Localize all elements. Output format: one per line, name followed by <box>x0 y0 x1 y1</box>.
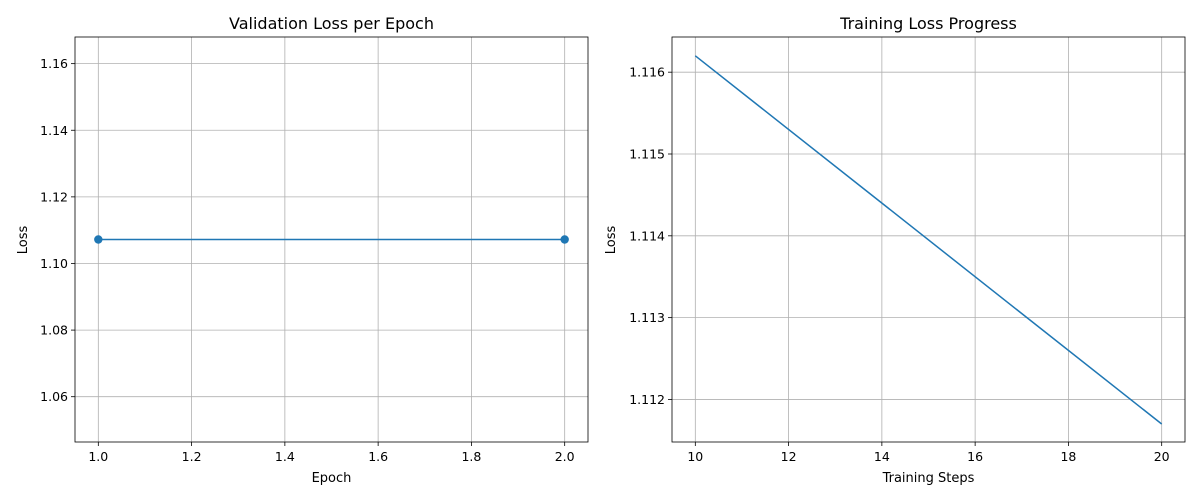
validation-loss-chart: Validation Loss per Epoch Epoch Loss 1.0… <box>16 14 589 486</box>
y-tick-label: 1.114 <box>629 228 665 243</box>
x-tick-label: 1.2 <box>182 449 202 464</box>
data-point <box>94 235 103 244</box>
x-axis-label: Training Steps <box>882 471 975 486</box>
x-tick-label: 1.6 <box>368 449 388 464</box>
y-axis-label: Loss <box>604 226 619 255</box>
y-tick-label: 1.12 <box>40 189 68 204</box>
training-loss-chart: Training Loss Progress Training Steps Lo… <box>604 14 1186 486</box>
chart-title: Validation Loss per Epoch <box>229 14 434 33</box>
y-axis-label: Loss <box>16 226 31 255</box>
plot-frame <box>74 36 589 443</box>
x-tick-label: 1.8 <box>461 449 481 464</box>
chart-title: Training Loss Progress <box>839 14 1017 33</box>
x-tick-label: 12 <box>781 449 797 464</box>
y-tick-label: 1.112 <box>629 392 665 407</box>
x-tick-label: 10 <box>687 449 703 464</box>
y-tick-label: 1.10 <box>40 256 68 271</box>
x-tick-label: 1.4 <box>275 449 295 464</box>
y-tick-label: 1.08 <box>40 323 68 338</box>
series-line <box>694 55 1163 425</box>
grid <box>672 37 1185 442</box>
data-point <box>560 235 569 244</box>
x-tick-label: 14 <box>874 449 890 464</box>
plot-frame <box>671 36 1186 443</box>
x-tick-label: 16 <box>967 449 983 464</box>
x-tick-label: 18 <box>1060 449 1076 464</box>
y-tick-label: 1.06 <box>40 389 68 404</box>
y-tick-label: 1.14 <box>40 123 68 138</box>
x-tick-label: 1.0 <box>88 449 108 464</box>
y-tick-label: 1.16 <box>40 56 68 71</box>
x-axis-label: Epoch <box>312 471 352 486</box>
y-tick-label: 1.113 <box>629 310 665 325</box>
x-tick-label: 20 <box>1154 449 1170 464</box>
y-tick-label: 1.116 <box>629 65 665 80</box>
x-tick-label: 2.0 <box>555 449 575 464</box>
y-tick-label: 1.115 <box>629 147 665 162</box>
